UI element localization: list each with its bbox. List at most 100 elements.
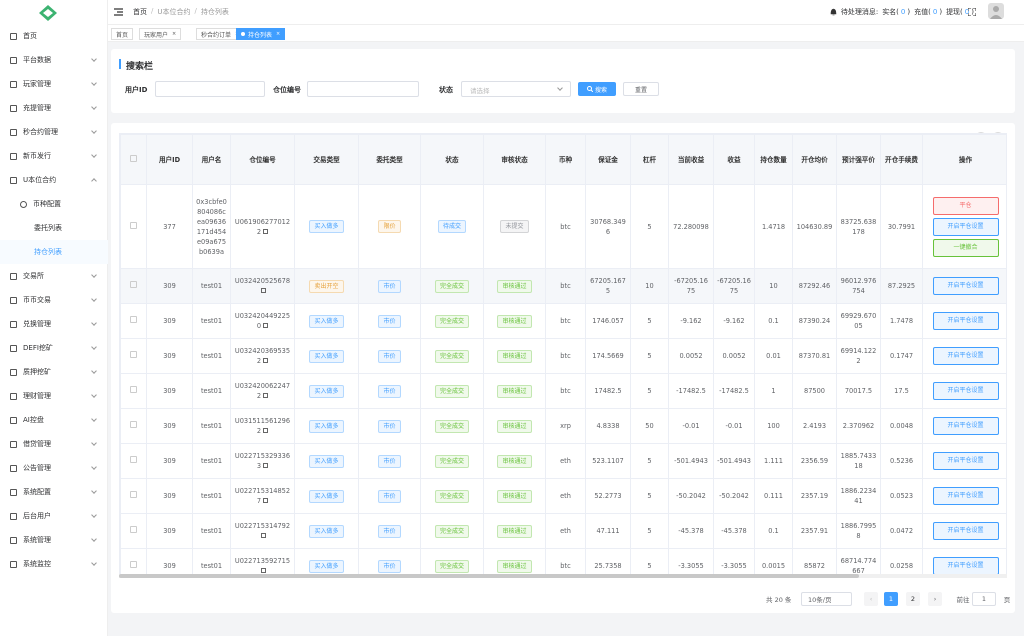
menu-item[interactable]: AI控盘 (0, 408, 108, 432)
action-button[interactable]: 开启平仓设置 (932, 557, 999, 575)
next[interactable]: › (928, 592, 942, 606)
position-input[interactable] (307, 81, 419, 97)
menu-item[interactable]: 兑换管理 (0, 312, 108, 336)
cell-text: -501.4943 (717, 457, 751, 465)
action-button[interactable]: 一键撤合 (932, 238, 999, 257)
tab[interactable]: 持仓列表 × (236, 28, 286, 40)
submenu-item[interactable]: 币种配置 (0, 192, 108, 216)
submenu-item[interactable]: 持仓列表 (0, 240, 108, 264)
search-button[interactable]: 搜索 (578, 82, 616, 96)
submenu-item[interactable]: 委托列表 (0, 216, 108, 240)
counter[interactable]: 提现(0) (946, 7, 974, 17)
menu-item[interactable]: 充提管理 (0, 96, 108, 120)
counter[interactable]: 充值(0) (914, 7, 942, 17)
cell: eth (545, 443, 586, 479)
checkbox[interactable] (130, 561, 137, 568)
prev[interactable]: ‹ (864, 592, 878, 606)
copy-icon[interactable] (261, 533, 266, 538)
menu-toggle[interactable] (114, 8, 123, 16)
copy-icon[interactable] (263, 498, 269, 503)
table-row: 377 0x3cbfe0804086cea09636171d454e09a675b… (120, 184, 1006, 269)
cell-text: 0.0472 (889, 527, 914, 535)
tag: 市价 (378, 384, 401, 398)
copy-icon[interactable] (263, 463, 269, 468)
action-button[interactable]: 开启平仓设置 (932, 487, 999, 505)
checkbox[interactable] (130, 154, 137, 162)
reset-button[interactable]: 重置 (623, 82, 659, 96)
menu-item[interactable]: 系统监控 (0, 552, 108, 576)
counter[interactable]: 实名(0) (882, 7, 910, 17)
menu-item[interactable]: 后台用户 (0, 504, 108, 528)
checkbox[interactable] (130, 421, 137, 428)
checkbox[interactable] (130, 281, 137, 288)
menu-item[interactable]: 平台数据 (0, 48, 108, 72)
checkbox[interactable] (130, 456, 137, 463)
copy-icon[interactable] (261, 568, 266, 573)
counter-count: 0 (932, 8, 938, 16)
action-button[interactable]: 开启平仓设置 (932, 452, 999, 470)
page-number[interactable]: 2 (906, 592, 920, 606)
menu-item[interactable]: 秒合约管理 (0, 120, 108, 144)
copy-icon[interactable] (263, 358, 269, 363)
menu-item[interactable]: DEFI挖矿 (0, 336, 108, 360)
checkbox[interactable] (130, 221, 137, 229)
action-button[interactable]: 开启平仓设置 (932, 347, 999, 365)
page-number[interactable]: 1 (884, 592, 898, 606)
menu-item[interactable]: 首页 (0, 24, 108, 48)
tab-label: 持仓列表 (248, 31, 273, 39)
cell-text: btc (560, 562, 571, 570)
action-button[interactable]: 开启平仓设置 (932, 312, 999, 330)
checkbox[interactable] (130, 351, 137, 358)
chevron (91, 488, 97, 494)
cell-text: 0.01 (766, 352, 781, 360)
copy-icon[interactable] (263, 323, 269, 328)
action-button[interactable]: 开启平仓设置 (932, 382, 999, 400)
cell-text: test01 (200, 422, 223, 430)
page-size[interactable]: 10条/页 (801, 592, 852, 606)
action-button[interactable]: 开启平仓设置 (932, 277, 999, 295)
tab[interactable]: 玩家用户 × (139, 28, 182, 40)
cell-text: 87.2925 (887, 282, 916, 290)
fullscreen-icon[interactable] (968, 8, 976, 16)
goto-input[interactable]: 1 (972, 592, 996, 606)
crumb[interactable]: 首页 (133, 8, 147, 16)
cell: -501.4943 (713, 443, 755, 479)
menu-item[interactable]: 系统配置 (0, 480, 108, 504)
menu-item[interactable]: 公告管理 (0, 456, 108, 480)
menu-label: 系统配置 (23, 488, 51, 496)
action-button[interactable]: 平仓 (932, 196, 999, 215)
action-button[interactable]: 开启平仓设置 (932, 417, 999, 435)
checkbox[interactable] (130, 526, 137, 533)
cell-text: 2356.59 (800, 457, 829, 465)
menu-item[interactable]: 借贷管理 (0, 432, 108, 456)
crumb[interactable]: U本位合约 (157, 8, 191, 16)
notices: 待处理消息: 实名(0) 充值(0) 提现(0) (830, 7, 974, 17)
tab[interactable]: 首页 (111, 28, 134, 40)
table-row: 309 test01 U0324204492250 买入做多 市价 完全成交 审核通过 btc… (120, 303, 1006, 339)
cell-text: test01 (200, 387, 223, 395)
avatar[interactable] (988, 3, 1004, 19)
menu-item[interactable]: 质押挖矿 (0, 360, 108, 384)
copy-icon[interactable] (263, 393, 269, 398)
checkbox[interactable] (130, 491, 137, 498)
menu-item[interactable]: 币币交易 (0, 288, 108, 312)
menu-item[interactable]: U本位合约 (0, 168, 108, 192)
checkbox[interactable] (130, 316, 137, 323)
menu-item[interactable]: 理财管理 (0, 384, 108, 408)
cell: -45.378 (668, 513, 714, 549)
action-button[interactable]: 开启平仓设置 (932, 217, 999, 236)
cell: -3.3055 (668, 548, 714, 577)
tag: 完全成交 (434, 384, 469, 398)
status-select[interactable]: 请选择 (461, 81, 571, 97)
menu-label: 理财管理 (23, 392, 51, 400)
checkbox[interactable] (130, 386, 137, 393)
menu-item[interactable]: 系统管理 (0, 528, 108, 552)
user-id-input[interactable] (155, 81, 265, 97)
copy-icon[interactable] (261, 288, 266, 293)
action-button[interactable]: 开启平仓设置 (932, 522, 999, 540)
copy-icon[interactable] (263, 428, 269, 433)
menu-item[interactable]: 玩家管理 (0, 72, 108, 96)
menu-item[interactable]: 交易所 (0, 264, 108, 288)
copy-icon[interactable] (263, 228, 269, 234)
menu-item[interactable]: 新币发行 (0, 144, 108, 168)
